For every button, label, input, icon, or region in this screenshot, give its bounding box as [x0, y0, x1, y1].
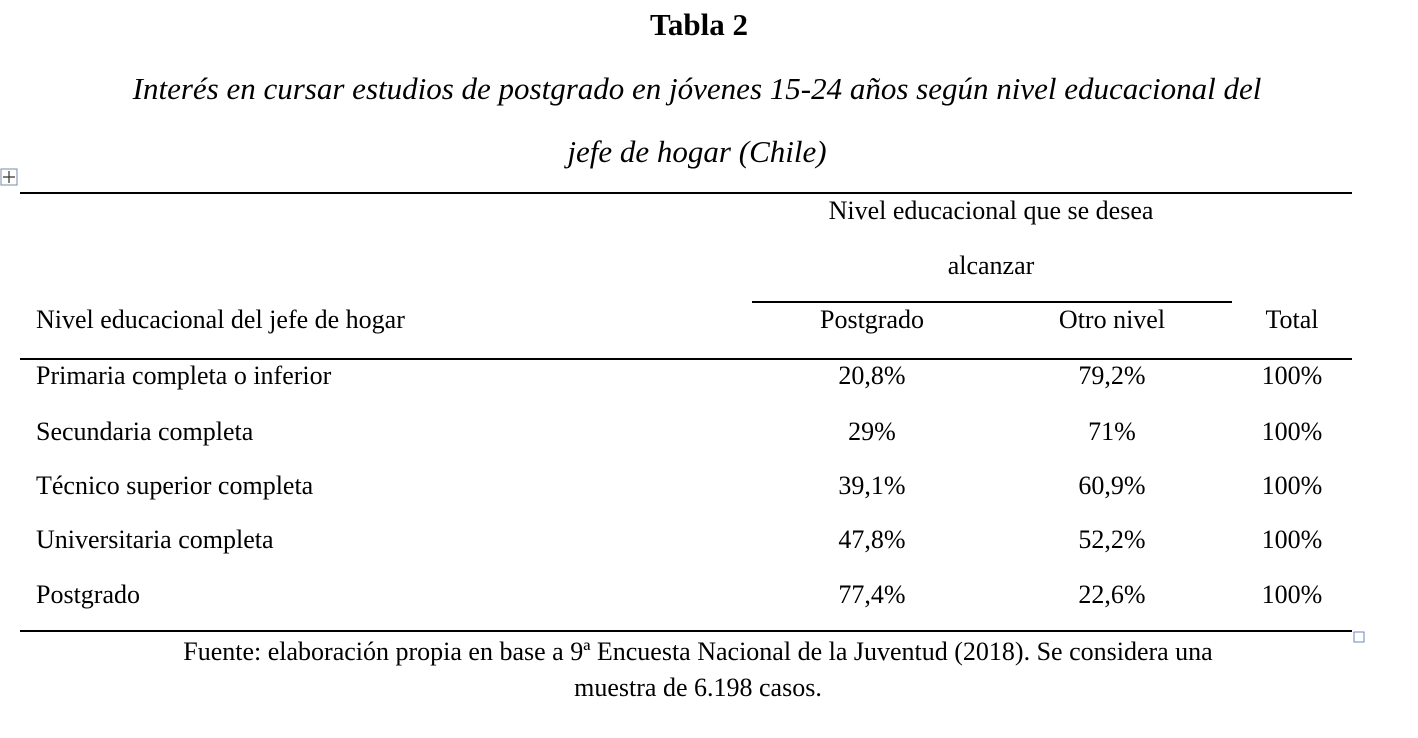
cell: 39,1%	[838, 471, 905, 500]
table-row: Técnico superior completa 39,1% 60,9% 100%	[36, 471, 1322, 500]
table-row: Postgrado 77,4% 22,6% 100%	[36, 580, 1322, 609]
column-header: Postgrado	[820, 305, 924, 334]
table-subtitle: jefe de hogar (Chile)	[563, 134, 826, 169]
resize-handle[interactable]	[1353, 631, 1365, 643]
cell: 20,8%	[838, 361, 905, 390]
cell: 100%	[1262, 417, 1323, 446]
cell: 60,9%	[1078, 471, 1145, 500]
cell: 29%	[848, 417, 896, 446]
row-label: Universitaria completa	[36, 525, 274, 554]
footnote: muestra de 6.198 casos.	[574, 673, 822, 702]
cell: 52,2%	[1078, 525, 1145, 554]
row-label: Primaria completa o inferior	[36, 361, 332, 390]
cell: 100%	[1262, 525, 1323, 554]
group-header: alcanzar	[948, 251, 1035, 280]
cell: 71%	[1088, 417, 1136, 446]
row-label: Postgrado	[36, 580, 140, 609]
column-header: Nivel educacional del jefe de hogar	[36, 305, 405, 334]
column-header: Otro nivel	[1059, 305, 1165, 334]
footnote: Fuente: elaboración propia en base a 9ª …	[183, 637, 1213, 666]
table-subtitle: Interés en cursar estudios de postgrado …	[132, 71, 1262, 106]
row-label: Secundaria completa	[36, 417, 254, 446]
group-header: Nivel educacional que se desea	[829, 196, 1154, 225]
column-header: Total	[1265, 305, 1318, 334]
cell: 100%	[1262, 580, 1323, 609]
cell: 77,4%	[838, 580, 905, 609]
cell: 22,6%	[1078, 580, 1145, 609]
cell: 79,2%	[1078, 361, 1145, 390]
table-title: Tabla 2	[650, 7, 748, 42]
cell: 47,8%	[838, 525, 905, 554]
cell: 100%	[1262, 471, 1323, 500]
table-row: Secundaria completa 29% 71% 100%	[36, 417, 1322, 446]
move-handle[interactable]	[0, 168, 18, 186]
table-row: Universitaria completa 47,8% 52,2% 100%	[36, 525, 1322, 554]
table-row: Primaria completa o inferior 20,8% 79,2% 10…	[36, 361, 1322, 390]
cell: 100%	[1262, 361, 1323, 390]
row-label: Técnico superior completa	[36, 471, 314, 500]
